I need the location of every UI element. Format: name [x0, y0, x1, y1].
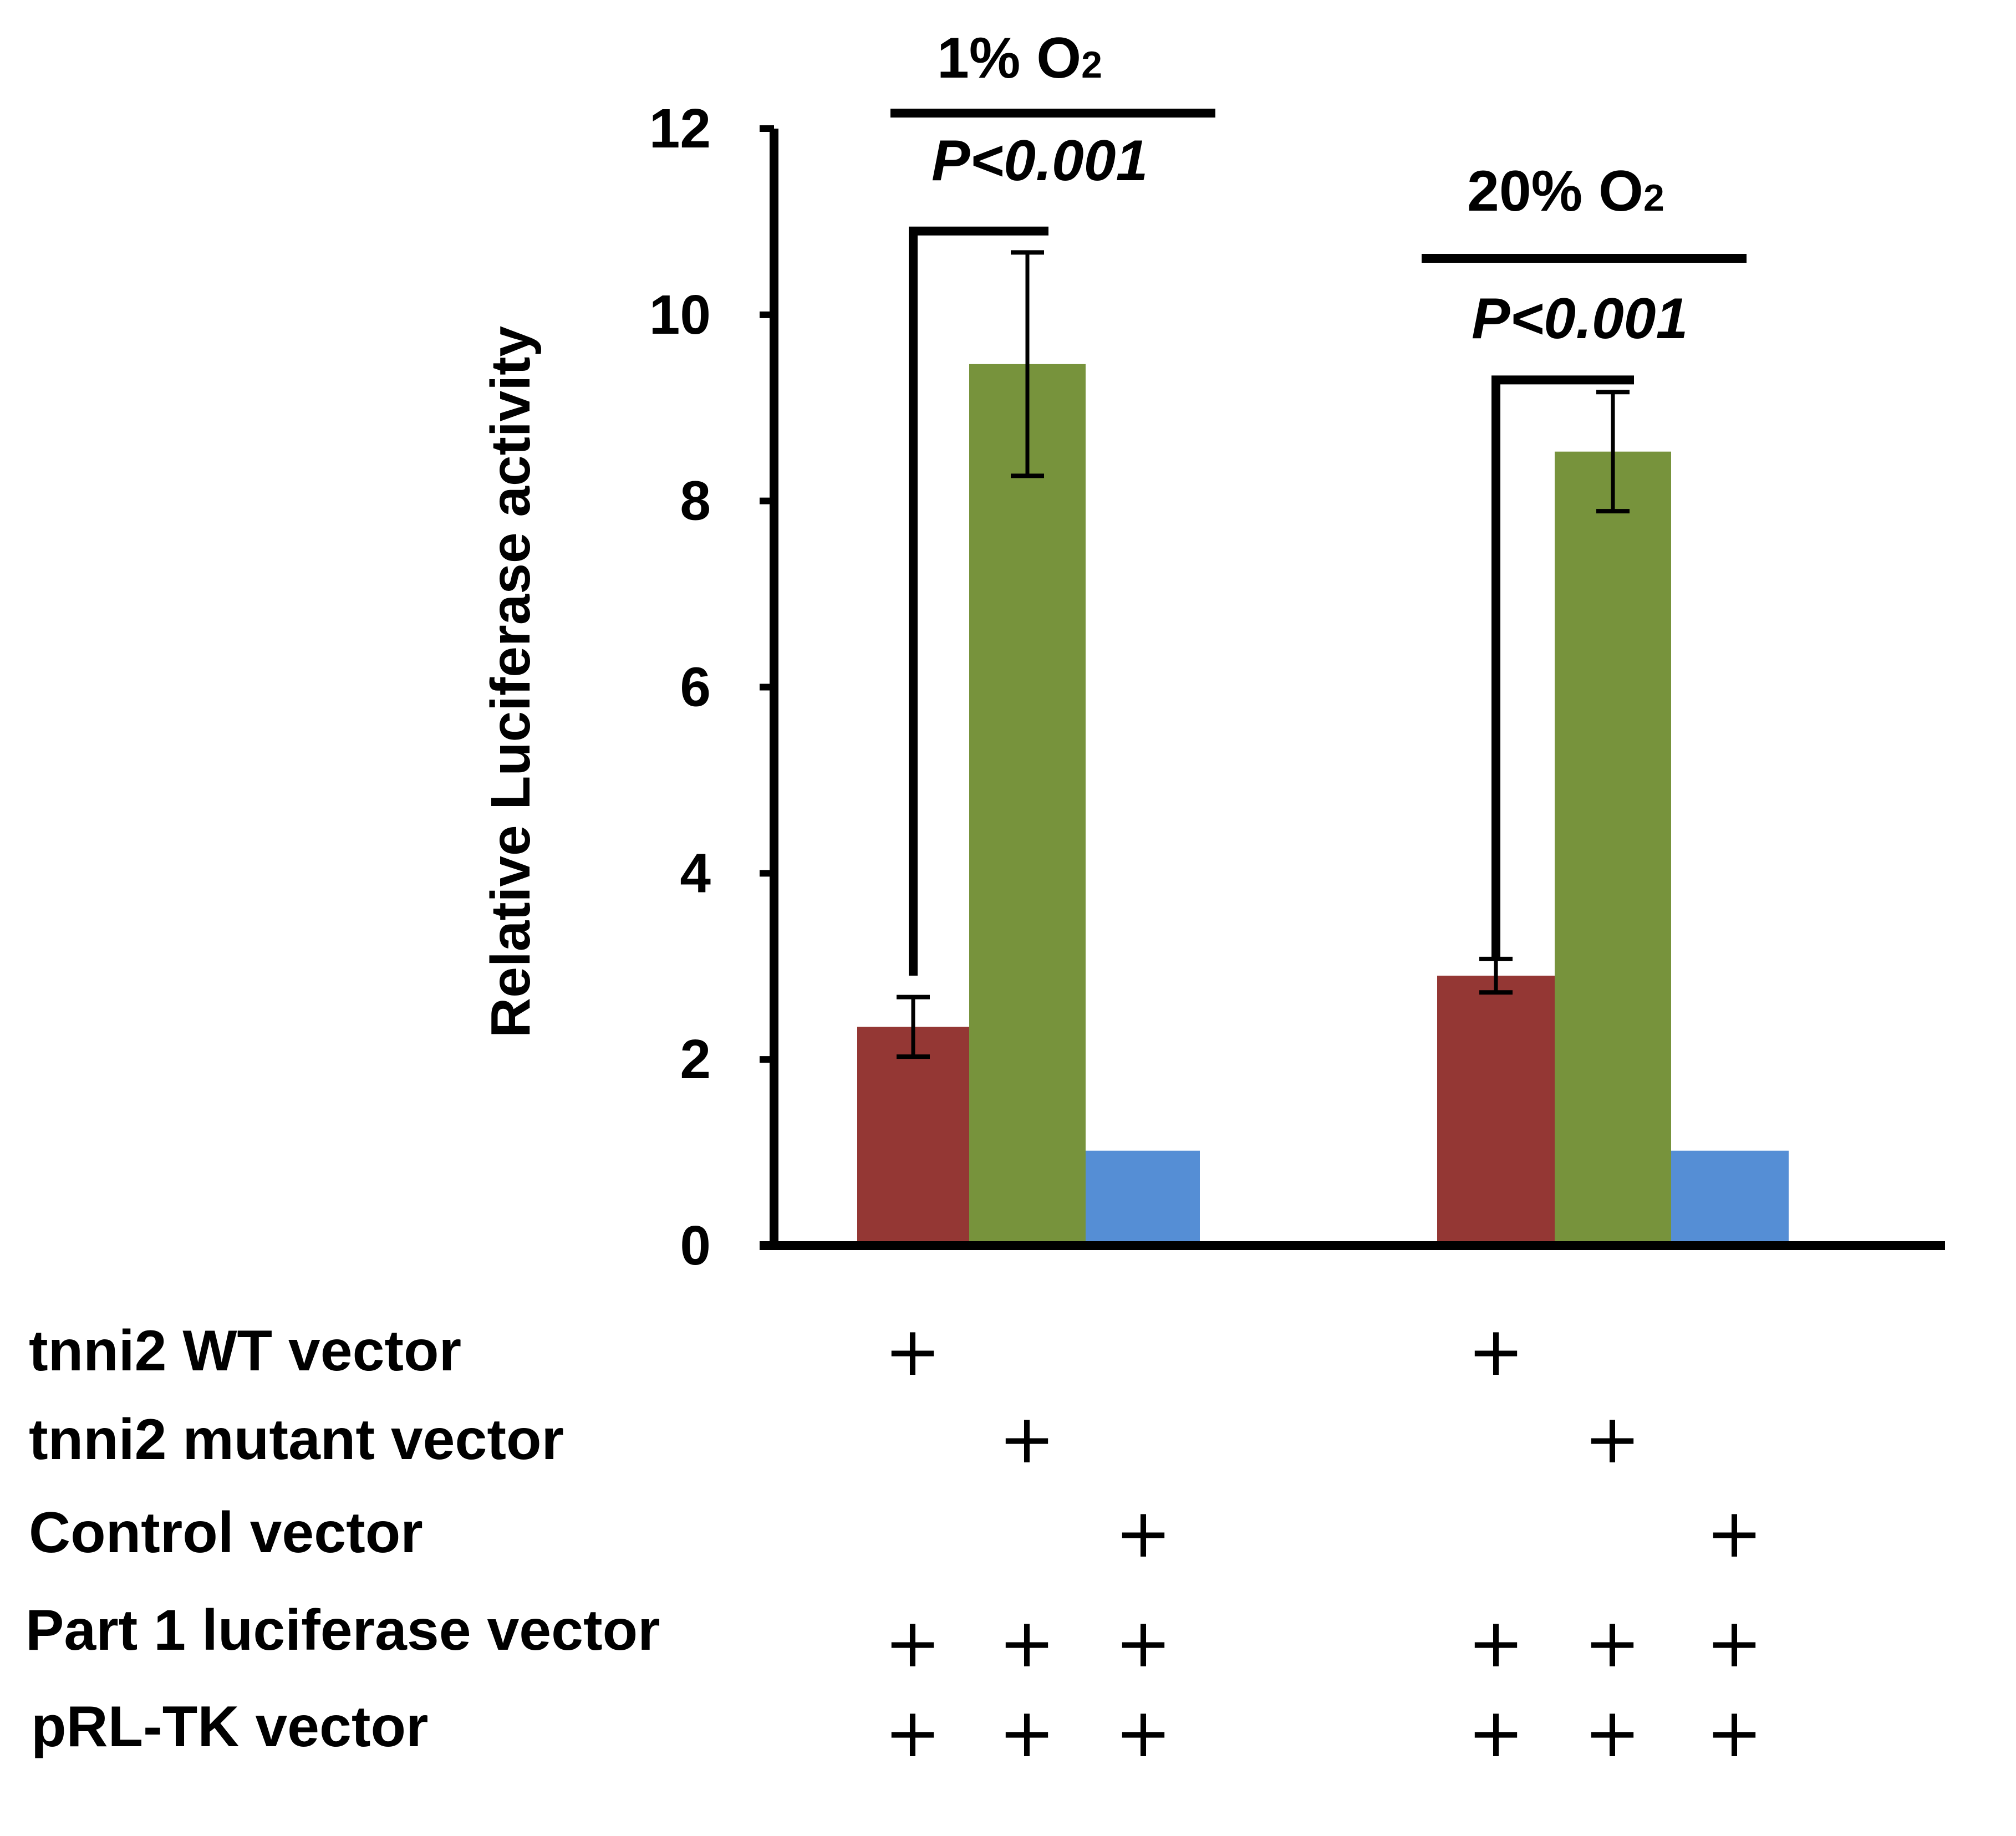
- significance-bracket: [1491, 375, 1634, 957]
- condition-plus-mark: +: [1468, 1694, 1524, 1772]
- y-ticks: 0 2 4 6 8 10 12: [649, 98, 774, 1277]
- condition-plus-mark: +: [1584, 1604, 1641, 1682]
- condition-row-label: tnni2 mutant vector: [29, 1407, 564, 1472]
- y-tick-label: 4: [680, 842, 711, 904]
- significance-bracket: [909, 226, 1048, 976]
- y-tick-label: 10: [649, 284, 711, 346]
- bars: [857, 364, 1789, 1242]
- condition-row-label: Part 1 luciferase vector: [26, 1598, 660, 1662]
- y-tick-label: 2: [680, 1028, 711, 1090]
- condition-plus-mark: +: [884, 1694, 941, 1772]
- bar: [1086, 1150, 1200, 1241]
- condition-plus-mark: +: [884, 1604, 941, 1682]
- condition-plus-mark: +: [1468, 1312, 1524, 1391]
- condition-plus-mark: +: [999, 1400, 1055, 1478]
- bar: [1555, 451, 1671, 1241]
- condition-row-label: pRL-TK vector: [31, 1695, 428, 1759]
- condition-plus-mark: +: [999, 1604, 1055, 1682]
- bar: [1437, 976, 1555, 1241]
- condition-table: tnni2 WT vector + + tnni2 mutant vector + + Co…: [26, 1312, 1763, 1772]
- y-tick-label: 0: [680, 1215, 711, 1277]
- condition-row-label: tnni2 WT vector: [29, 1319, 461, 1383]
- group-condition-subscript: 2: [1643, 177, 1664, 219]
- significance-brackets: [909, 226, 1634, 976]
- condition-plus-mark: +: [1115, 1694, 1172, 1772]
- bar: [969, 364, 1086, 1242]
- condition-plus-mark: +: [1584, 1694, 1641, 1772]
- group-condition-subscript: 2: [1081, 44, 1102, 86]
- condition-plus-mark: +: [1706, 1604, 1763, 1682]
- group-condition-label: 1% O2: [937, 26, 1102, 90]
- condition-plus-mark: +: [1115, 1494, 1172, 1573]
- group-labels: 1% O2 P<0.001 20% O2 P<0.001: [890, 26, 1747, 351]
- condition-plus-mark: +: [999, 1694, 1055, 1772]
- error-bars: [897, 250, 1630, 1059]
- p-value-label: P<0.001: [931, 129, 1148, 193]
- y-tick-label: 8: [680, 470, 711, 532]
- bar: [1671, 1150, 1789, 1241]
- y-tick-label: 6: [680, 656, 711, 718]
- group-condition-label: 20% O2: [1467, 159, 1664, 223]
- y-axis-label: Relative Luciferase activity: [480, 326, 542, 1038]
- condition-plus-mark: +: [1468, 1604, 1524, 1682]
- condition-plus-mark: +: [1584, 1400, 1641, 1478]
- condition-plus-mark: +: [1706, 1694, 1763, 1772]
- condition-plus-mark: +: [1706, 1494, 1763, 1573]
- y-tick-label: 12: [649, 98, 711, 160]
- condition-plus-mark: +: [1115, 1604, 1172, 1682]
- p-value-label: P<0.001: [1472, 287, 1688, 351]
- bar: [857, 1027, 969, 1241]
- condition-plus-mark: +: [884, 1312, 941, 1391]
- condition-row-label: Control vector: [29, 1501, 423, 1565]
